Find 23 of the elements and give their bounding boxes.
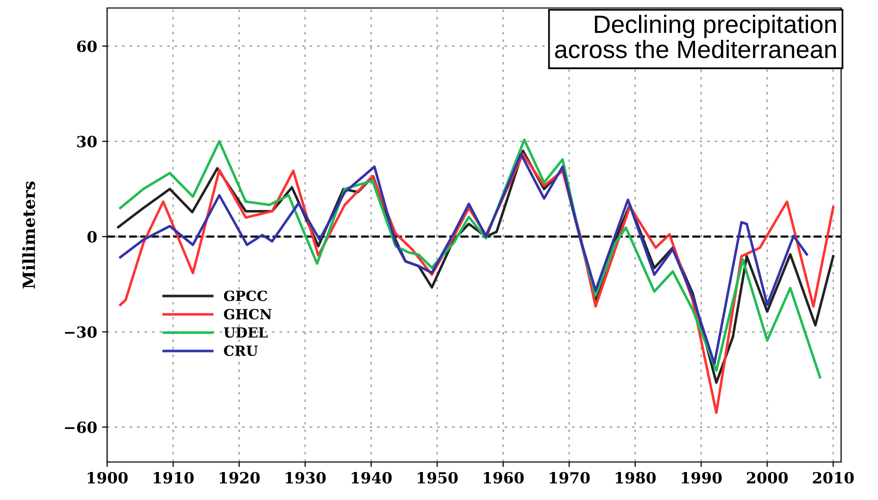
y-axis-title: Millimeters [22,181,36,289]
x-tick-label: 1980 [616,472,656,484]
x-tick-label: 1940 [352,472,392,484]
x-tick-label: 1920 [220,472,260,484]
x-tick-label: 1960 [484,472,524,484]
y-tick-label: 30 [77,136,97,148]
x-tick-label: 1990 [682,472,722,484]
text: Declining precipitation across the Mediterranean [555,14,836,58]
x-tick-label: 1930 [286,472,326,484]
x-tick-label: 1900 [88,472,128,484]
y-tick-label: −60 [64,422,97,434]
x-tick-label: 1970 [550,472,590,484]
legend-label: GPCC [224,290,268,302]
y-tick-label: 0 [87,231,97,243]
legend-label: CRU [224,346,258,356]
x-tick-label: 2010 [812,472,854,484]
legend-label: UDEL [224,327,268,338]
y-tick-label: −30 [64,326,97,338]
x-tick-label: 1910 [154,472,194,484]
x-tick-label: 1950 [418,472,458,484]
y-tick-label: 60 [77,40,97,52]
legend-label: GHCN [224,308,272,320]
x-tick-label: 2000 [746,472,788,484]
